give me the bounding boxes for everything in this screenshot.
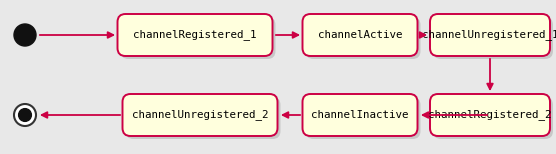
Text: channelUnregistered_1: channelUnregistered_1 [422, 30, 556, 41]
Circle shape [18, 109, 31, 121]
Text: channelInactive: channelInactive [311, 110, 409, 120]
Text: channelUnregistered_2: channelUnregistered_2 [132, 109, 268, 120]
FancyBboxPatch shape [430, 14, 550, 56]
FancyBboxPatch shape [121, 17, 276, 59]
FancyBboxPatch shape [126, 97, 280, 139]
FancyBboxPatch shape [122, 94, 277, 136]
Circle shape [14, 24, 36, 46]
FancyBboxPatch shape [430, 94, 550, 136]
Circle shape [14, 104, 36, 126]
FancyBboxPatch shape [433, 97, 553, 139]
FancyBboxPatch shape [302, 94, 418, 136]
FancyBboxPatch shape [117, 14, 272, 56]
FancyBboxPatch shape [302, 14, 418, 56]
FancyBboxPatch shape [305, 97, 420, 139]
FancyBboxPatch shape [305, 17, 420, 59]
Text: channelRegistered_2: channelRegistered_2 [428, 109, 552, 120]
Text: channelActive: channelActive [317, 30, 402, 40]
Text: channelRegistered_1: channelRegistered_1 [133, 30, 257, 41]
FancyBboxPatch shape [433, 17, 553, 59]
